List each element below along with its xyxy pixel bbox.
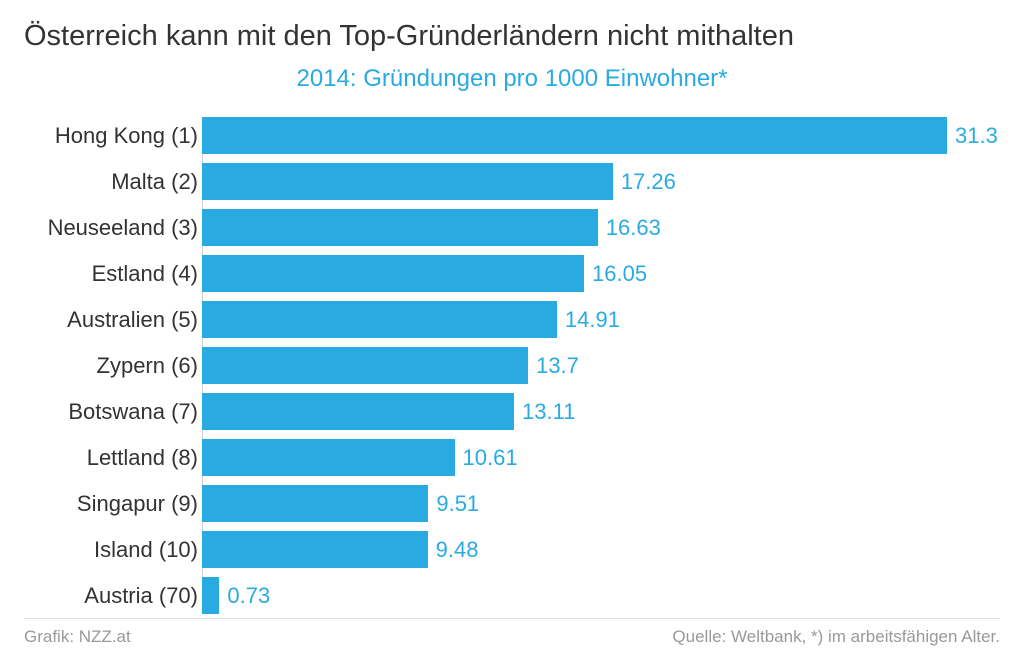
bar-container: 14.91 (202, 301, 1000, 338)
bar-value: 10.61 (463, 445, 518, 471)
bar-label: Hong Kong (1) (24, 123, 202, 149)
bar-container: 16.05 (202, 255, 1000, 292)
bar-value: 13.11 (522, 399, 575, 425)
bar-label: Singapur (9) (24, 491, 202, 517)
bar-label: Botswana (7) (24, 399, 202, 425)
bar-row: Botswana (7) 13.11 (24, 393, 1000, 430)
bar-row: Estland (4) 16.05 (24, 255, 1000, 292)
bar-label: Estland (4) (24, 261, 202, 287)
bar-label: Zypern (6) (24, 353, 202, 379)
bar-value: 16.63 (606, 215, 661, 241)
bar-container: 17.26 (202, 163, 1000, 200)
bar (202, 577, 219, 614)
bar-row: Neuseeland (3) 16.63 (24, 209, 1000, 246)
bar (202, 439, 455, 476)
bar-value: 31.3 (955, 123, 998, 149)
bar (202, 393, 514, 430)
bar-row: Malta (2) 17.26 (24, 163, 1000, 200)
bar-value: 16.05 (592, 261, 647, 287)
bar-value: 13.7 (536, 353, 579, 379)
bar (202, 347, 528, 384)
bar-container: 0.73 (202, 577, 1000, 614)
bar-value: 9.51 (436, 491, 479, 517)
chart-footer: Grafik: NZZ.at Quelle: Weltbank, *) im a… (24, 618, 1000, 647)
bar-container: 9.48 (202, 531, 1000, 568)
bar-value: 14.91 (565, 307, 620, 333)
bar-row: Zypern (6) 13.7 (24, 347, 1000, 384)
bar (202, 255, 584, 292)
bar-container: 9.51 (202, 485, 1000, 522)
bar-label: Malta (2) (24, 169, 202, 195)
bar-label: Austria (70) (24, 583, 202, 609)
bar (202, 117, 947, 154)
bar-row: Singapur (9) 9.51 (24, 485, 1000, 522)
bar (202, 163, 613, 200)
footer-source-left: Grafik: NZZ.at (24, 627, 131, 647)
bar-value: 17.26 (621, 169, 676, 195)
bar-row: Austria (70) 0.73 (24, 577, 1000, 614)
bar-label: Lettland (8) (24, 445, 202, 471)
bar-value: 0.73 (227, 583, 270, 609)
bar-container: 13.11 (202, 393, 1000, 430)
bar (202, 209, 598, 246)
chart-title: Österreich kann mit den Top-Gründerlände… (24, 20, 1000, 53)
bar-label: Island (10) (24, 537, 202, 563)
bar-label: Neuseeland (3) (24, 215, 202, 241)
bar-container: 10.61 (202, 439, 1000, 476)
chart-area: Hong Kong (1) 31.3 Malta (2) 17.26 Neuseelan… (24, 117, 1000, 614)
bar-row: Lettland (8) 10.61 (24, 439, 1000, 476)
bar-label: Australien (5) (24, 307, 202, 333)
bar-container: 13.7 (202, 347, 1000, 384)
footer-source-right: Quelle: Weltbank, *) im arbeitsfähigen A… (672, 627, 1000, 647)
bar (202, 301, 557, 338)
chart-subtitle: 2014: Gründungen pro 1000 Einwohner* (24, 65, 1000, 93)
bar (202, 485, 428, 522)
bar-value: 9.48 (436, 537, 479, 563)
bar-container: 16.63 (202, 209, 1000, 246)
bar-row: Island (10) 9.48 (24, 531, 1000, 568)
bar-row: Hong Kong (1) 31.3 (24, 117, 1000, 154)
bar-container: 31.3 (202, 117, 1000, 154)
chart-wrapper: Hong Kong (1) 31.3 Malta (2) 17.26 Neuseelan… (24, 117, 1000, 614)
bar (202, 531, 428, 568)
bar-row: Australien (5) 14.91 (24, 301, 1000, 338)
